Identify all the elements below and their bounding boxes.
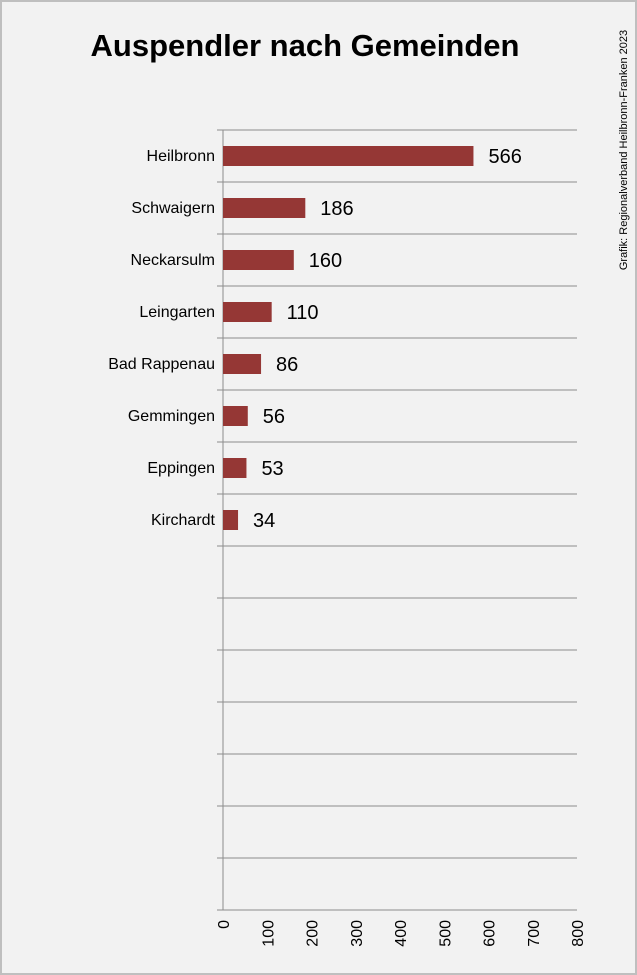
category-label: Heilbronn (147, 148, 215, 165)
x-tick-label: 200 (305, 920, 322, 947)
x-tick-label: 300 (349, 920, 366, 947)
bar (223, 354, 262, 374)
data-label: 186 (320, 198, 353, 220)
bar (223, 198, 306, 218)
bar (223, 406, 248, 426)
chart-title: Auspendler nach Gemeinden (90, 28, 520, 63)
category-label: Neckarsulm (131, 252, 215, 269)
bar (223, 250, 294, 270)
x-tick-label: 600 (482, 920, 499, 947)
x-tick-label: 100 (260, 920, 277, 947)
category-label: Gemmingen (128, 408, 215, 425)
data-label: 566 (488, 146, 521, 168)
x-tick-label: 500 (437, 920, 454, 947)
data-label: 110 (287, 302, 319, 324)
category-label: Leingarten (139, 304, 215, 321)
data-label: 34 (253, 510, 275, 532)
bar (223, 510, 239, 530)
grid-layer (217, 129, 577, 911)
x-tick-label: 0 (216, 920, 233, 929)
data-label: 160 (309, 250, 342, 272)
x-tick-label: 700 (526, 920, 543, 947)
x-tick-label: 800 (570, 920, 587, 947)
bar (223, 302, 272, 322)
bar (223, 146, 474, 166)
bars-layer (223, 146, 474, 530)
data-label: 53 (261, 458, 283, 480)
category-label: Schwaigern (131, 200, 215, 217)
category-label: Eppingen (147, 460, 215, 477)
data-label: 86 (276, 354, 298, 376)
data-label: 56 (263, 406, 285, 428)
bar (223, 458, 247, 478)
x-tick-label: 400 (393, 920, 410, 947)
category-label: Bad Rappenau (108, 356, 215, 373)
category-label: Kirchardt (151, 512, 216, 529)
labels-layer: Heilbronn 566 Schwaigern 186 Neckarsulm 160 Le… (108, 146, 587, 947)
